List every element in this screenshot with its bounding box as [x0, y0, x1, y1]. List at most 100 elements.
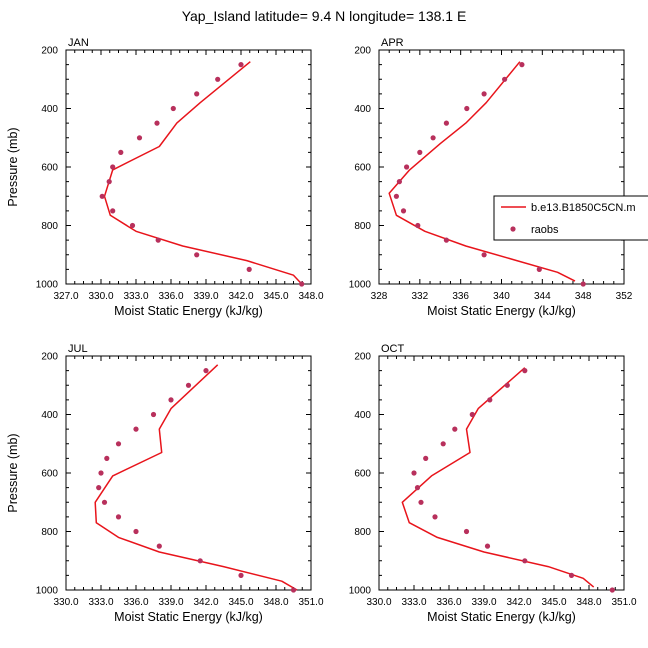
legend-obs-label: raobs [531, 224, 559, 236]
panel-apr: 328 332 336 340 344 348 352 200 400 600 800 1000 Moi… [349, 37, 633, 318]
raobs-point [487, 397, 493, 403]
raobs-point [396, 179, 402, 185]
raobs-point [155, 237, 161, 243]
raobs-point [106, 179, 112, 185]
x-axis-title: Moist Static Energy (kJ/kg) [114, 610, 263, 624]
raobs-point [168, 397, 174, 403]
raobs-point [194, 252, 200, 258]
x-tick-label: 342.0 [228, 291, 253, 302]
raobs-point [299, 281, 305, 287]
raobs-point [393, 193, 399, 199]
raobs-point [415, 222, 421, 229]
y-tick-label: 200 [41, 352, 58, 363]
raobs-point [452, 426, 458, 432]
x-tick-label: 336.0 [123, 597, 148, 608]
raobs-point [504, 382, 510, 388]
raobs-point [443, 237, 449, 243]
x-tick-label: 330.0 [88, 291, 113, 302]
y-tick-label: 800 [41, 221, 58, 232]
y-tick-label: 1000 [36, 586, 59, 597]
raobs-point [99, 193, 105, 199]
raobs-point [400, 208, 407, 214]
x-tick-label: 339.0 [158, 597, 183, 608]
x-tick-label: 336 [452, 291, 469, 302]
raobs-point [133, 528, 139, 535]
y-tick-label: 1000 [349, 280, 372, 291]
x-tick-label: 348.0 [298, 291, 323, 302]
model-series-line [103, 61, 303, 285]
raobs-point [194, 91, 200, 97]
raobs-point [110, 208, 116, 214]
raobs-point [609, 587, 615, 593]
raobs-point [443, 120, 449, 126]
x-tick-label: 344 [534, 291, 551, 302]
y-axis-title: Pressure (mb) [6, 127, 20, 206]
x-tick-label: 327.0 [53, 291, 78, 302]
raobs-point [185, 382, 192, 388]
raobs-point [136, 135, 143, 141]
x-tick-label: 333.0 [88, 597, 113, 608]
raobs-point [115, 514, 122, 520]
plot-frame [65, 49, 312, 285]
panel-label: JUL [68, 343, 88, 355]
y-tick-label: 800 [41, 527, 58, 538]
x-tick-label: 345.0 [541, 597, 566, 608]
x-tick-label: 340 [493, 291, 510, 302]
x-axis-title: Moist Static Energy (kJ/kg) [427, 304, 576, 318]
x-tick-label: 339.0 [471, 597, 496, 608]
raobs-point [129, 222, 136, 229]
raobs-point [156, 543, 162, 549]
raobs-point [104, 455, 110, 461]
raobs-point [98, 470, 104, 476]
y-tick-label: 400 [354, 410, 371, 421]
y-tick-label: 1000 [36, 280, 59, 291]
y-tick-label: 600 [354, 469, 371, 480]
x-tick-label: 351.0 [298, 597, 323, 608]
model-series-line [401, 367, 595, 588]
x-axis-title: Moist Static Energy (kJ/kg) [427, 610, 576, 624]
raobs-point [197, 558, 203, 564]
y-tick-label: 600 [354, 163, 371, 174]
raobs-point [414, 485, 421, 491]
panel-label: OCT [381, 343, 405, 355]
x-tick-label: 342.0 [506, 597, 531, 608]
y-tick-label: 800 [354, 221, 371, 232]
panel-label: APR [381, 37, 404, 49]
raobs-point [522, 558, 528, 564]
raobs-point [432, 514, 438, 520]
raobs-point [238, 62, 244, 68]
raobs-point [464, 105, 470, 112]
x-tick-label: 333.0 [401, 597, 426, 608]
x-tick-label: 348 [575, 291, 592, 302]
x-tick-label: 348.0 [576, 597, 601, 608]
y-tick-label: 200 [354, 46, 371, 57]
figure-title: Yap_Island latitude= 9.4 N longitude= 13… [182, 8, 467, 24]
raobs-point [481, 91, 487, 97]
raobs-point [519, 62, 525, 68]
raobs-point [536, 266, 542, 272]
model-series-line [388, 61, 576, 282]
panel-jan: 327.0 330.0 333.0 336.0 339.0 342.0 345.0 348.0… [6, 37, 324, 318]
raobs-point [440, 441, 446, 447]
raobs-point [580, 281, 586, 287]
raobs-point [115, 441, 122, 447]
y-tick-label: 600 [41, 469, 58, 480]
x-tick-label: 351.0 [611, 597, 636, 608]
raobs-point [418, 499, 424, 505]
model-series-line [94, 364, 298, 591]
raobs-point [430, 135, 436, 141]
raobs-point [101, 499, 108, 505]
raobs-point [150, 411, 157, 418]
y-tick-label: 200 [354, 352, 371, 363]
raobs-point [170, 105, 176, 112]
raobs-point [215, 76, 221, 82]
raobs-point [133, 426, 139, 432]
legend-obs-swatch [510, 226, 516, 232]
y-axis-title: Pressure (mb) [6, 433, 20, 512]
raobs-point [568, 572, 575, 579]
y-tick-label: 800 [354, 527, 371, 538]
y-tick-label: 400 [41, 104, 58, 115]
raobs-point [522, 368, 528, 374]
y-tick-label: 400 [354, 104, 371, 115]
x-tick-label: 333.0 [123, 291, 148, 302]
